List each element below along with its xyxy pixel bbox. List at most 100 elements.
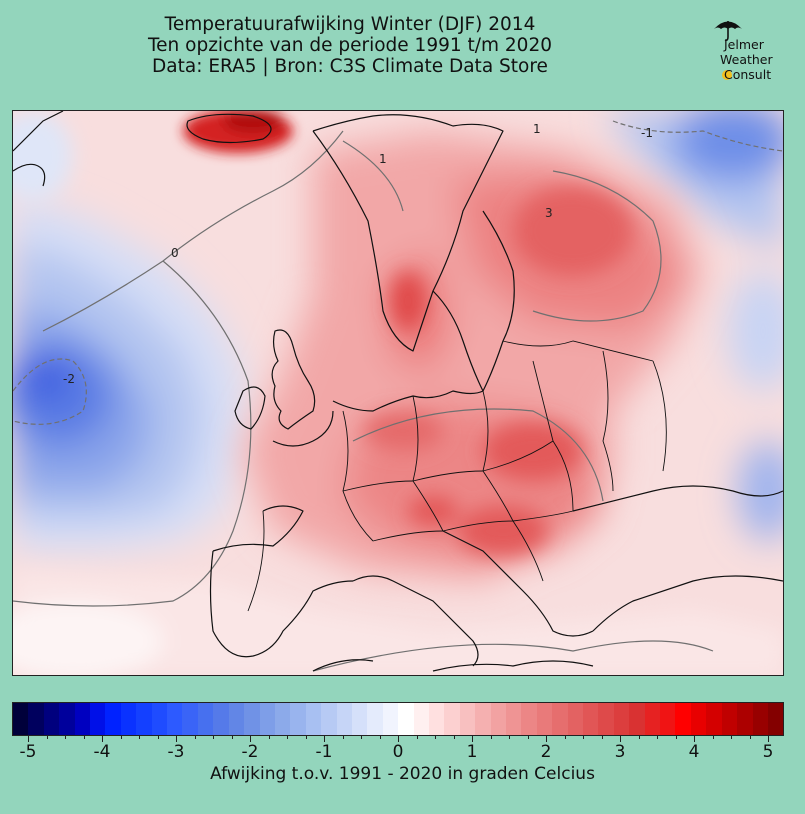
colorbar-segment — [521, 703, 537, 735]
colorbar-tick-label: 1 — [466, 742, 478, 762]
colorbar-segment — [351, 703, 368, 735]
colorbar-major-tick — [768, 736, 769, 742]
colorbar-segment — [459, 703, 476, 735]
contour-two-central — [352, 408, 604, 502]
colorbar-minor-tick — [157, 736, 159, 739]
country-borders — [247, 340, 667, 612]
warm-core-field — [363, 186, 633, 556]
logo-line-2: Weather — [720, 52, 773, 67]
colorbar-minor-tick — [657, 736, 658, 739]
colorbar-major-tick — [324, 736, 325, 742]
colorbar-minor-tick — [490, 736, 492, 739]
colorbar-segment — [490, 703, 506, 735]
contour-zero-north — [42, 130, 344, 332]
colorbar-major-tick — [102, 736, 103, 742]
colorbar-major-tick — [472, 736, 473, 742]
colorbar-major-tick — [250, 736, 251, 742]
colorbar-segment — [274, 703, 291, 735]
colorbar-minor-tick — [379, 736, 381, 739]
colorbar-minor-tick — [361, 736, 362, 739]
colorbar-segment — [74, 703, 91, 735]
colorbar-segment — [213, 703, 229, 735]
colorbar-segment — [259, 703, 275, 735]
colorbar-segment — [598, 703, 614, 735]
title-line-2: Ten opzichte van de periode 1991 t/m 202… — [148, 35, 552, 56]
title-line-1: Temperatuurafwijking Winter (DJF) 2014 — [164, 14, 536, 35]
map-canvas: 1 1 -1 0 -2 3 — [13, 111, 783, 675]
border-9 — [247, 510, 265, 612]
colorbar-segment — [660, 703, 676, 735]
turkey-black-sea-coast — [592, 575, 783, 632]
colorbar-minor-tick — [435, 736, 436, 739]
colorbar-segment — [644, 703, 661, 735]
anomaly-map: 1 1 -1 0 -2 3 — [12, 110, 784, 676]
colorbar-minor-tick — [712, 736, 714, 739]
colorbar-segment — [305, 703, 322, 735]
adriatic-balkan-coast — [442, 530, 594, 637]
colorbar-segment — [244, 703, 260, 735]
colorbar-minor-tick — [46, 736, 48, 739]
colorbar-segment — [167, 703, 183, 735]
colorbar-tick-label: -1 — [315, 742, 333, 762]
colorbar-tick-label: 4 — [688, 742, 700, 762]
border-7 — [372, 510, 574, 542]
border-11 — [652, 360, 667, 472]
colorbar-major-tick — [546, 736, 547, 742]
border-8 — [502, 340, 654, 362]
colorbar-segment — [552, 703, 568, 735]
border-6 — [342, 440, 554, 492]
chart-title: Temperatuurafwijking Winter (DJF) 2014 T… — [0, 14, 700, 77]
colorbar-segment — [629, 703, 645, 735]
colorbar — [12, 702, 784, 736]
contour-minus-one — [612, 120, 783, 152]
colorbar-tick-label: -3 — [167, 742, 185, 762]
colorbar-major-tick — [398, 736, 399, 742]
colorbar-segment — [321, 703, 337, 735]
colorbar-segment — [43, 703, 60, 735]
colorbar-segment — [197, 703, 214, 735]
north-africa-coast — [312, 659, 374, 672]
black-sea-north-coast — [572, 485, 783, 512]
colorbar-minor-tick — [453, 736, 455, 739]
colorbar-segment — [28, 703, 44, 735]
colorbar-segment — [151, 703, 168, 735]
colorbar-segment — [706, 703, 722, 735]
colorbar-major-tick — [176, 736, 177, 742]
contour-label-m1: -1 — [641, 126, 653, 140]
logo: Jelmer Weather Consult — [708, 16, 788, 86]
contour-label-1a: 1 — [533, 122, 541, 136]
colorbar-segment — [120, 703, 137, 735]
contour-label-0: 0 — [171, 246, 179, 260]
contour-minus-two — [13, 358, 87, 425]
colorbar-segment — [382, 703, 399, 735]
border-10 — [512, 520, 544, 582]
colorbar-segment — [690, 703, 707, 735]
colorbar-segment — [752, 703, 768, 735]
greenland-coast — [13, 111, 64, 152]
colorbar-segment — [228, 703, 245, 735]
colorbar-minor-tick — [305, 736, 307, 739]
contour-label-3: 3 — [545, 206, 553, 220]
colorbar-tick-label: 0 — [392, 742, 404, 762]
colorbar-tick-label: 2 — [540, 742, 552, 762]
colorbar-minor-tick — [120, 736, 122, 739]
iberia-coast — [209, 550, 354, 658]
libya-coast — [432, 660, 594, 672]
colorbar-segment — [721, 703, 738, 735]
colorbar-minor-tick — [601, 736, 603, 739]
colorbar-tick-label: 5 — [762, 742, 774, 762]
colorbar-segment — [413, 703, 429, 735]
contour-one-north — [342, 140, 404, 212]
greenland-coast-2 — [13, 163, 46, 187]
colorbar-minor-tick — [268, 736, 270, 739]
contour-label-m2: -2 — [63, 372, 75, 386]
colorbar-minor-tick — [509, 736, 510, 739]
cold-greenland-field — [13, 111, 73, 201]
sun-icon — [722, 70, 732, 80]
colorbar-minor-tick — [287, 736, 288, 739]
great-britain-coast — [271, 329, 316, 430]
title-line-3: Data: ERA5 | Bron: C3S Climate Data Stor… — [152, 56, 548, 77]
colorbar-segment — [506, 703, 522, 735]
colorbar-minor-tick — [638, 736, 640, 739]
cold-atlantic-field — [13, 191, 243, 551]
